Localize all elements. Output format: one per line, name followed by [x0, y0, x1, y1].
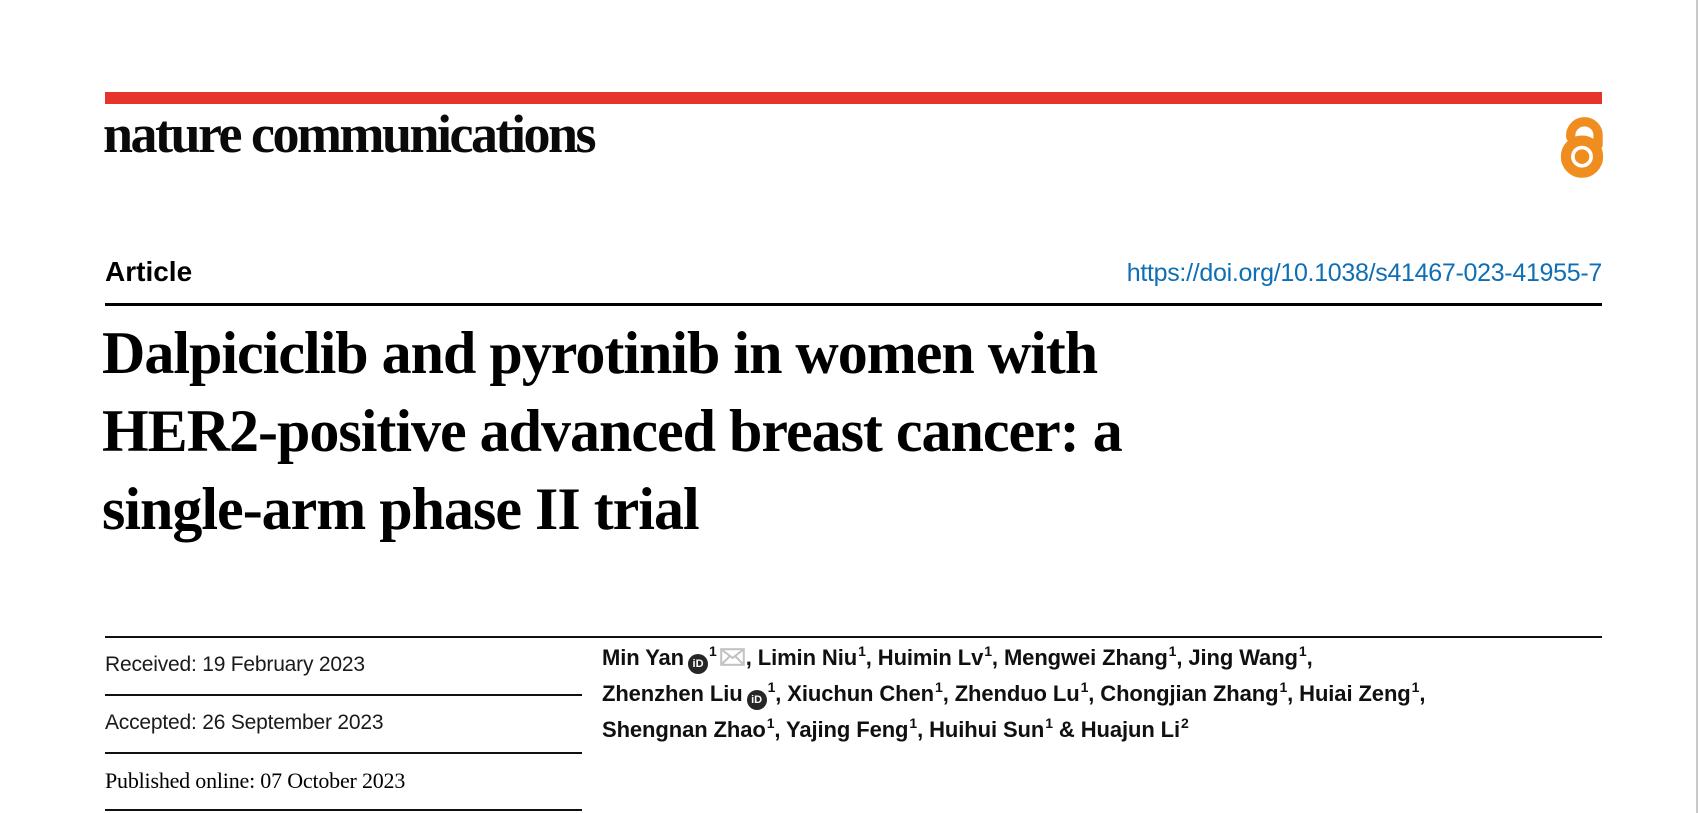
author-separator: , [865, 645, 878, 670]
author-separator: , [1088, 681, 1101, 706]
author-separator: & [1052, 717, 1081, 742]
article-history: Received: 19 February 2023 Accepted: 26 … [105, 638, 582, 811]
history-top-rule [105, 636, 1602, 638]
article-title-line-1: Dalpiciclib and pyrotinib in women with [102, 320, 1098, 386]
email-icon[interactable] [719, 642, 745, 676]
author-name: Shengnan Zhao [602, 717, 766, 742]
author-affiliation-sup: 1 [1168, 643, 1177, 659]
author-affiliation-sup: 1 [766, 715, 775, 731]
author-name: Min Yan [602, 645, 685, 670]
author-separator: , [774, 717, 787, 742]
author-name: Limin Niu [757, 645, 858, 670]
orcid-icon[interactable]: iD [688, 654, 709, 674]
open-access-icon [1560, 117, 1604, 178]
author-affiliation-sup: 1 [767, 679, 776, 695]
author-affiliation-sup: 1 [709, 643, 717, 659]
author-affiliation-sup: 1 [984, 643, 992, 659]
author-affiliation-sup: 1 [935, 679, 943, 695]
published-date: Published online: 07 October 2023 [105, 754, 582, 811]
author-affiliation-sup: 2 [1181, 715, 1189, 731]
article-title-line-2: HER2-positive advanced breast cancer: a [102, 398, 1123, 464]
author-affiliation-sup: 1 [1045, 715, 1053, 731]
author-name: Zhenzhen Liu [602, 681, 743, 706]
author-name: Huimin Lv [877, 645, 984, 670]
author-name: Yajing Feng [786, 717, 909, 742]
article-title: Dalpiciclib and pyrotinib in women with … [102, 314, 1522, 548]
orcid-icon[interactable]: iD [746, 690, 767, 710]
author-name: Mengwei Zhang [1003, 645, 1168, 670]
author-affiliation-sup: 1 [909, 715, 918, 731]
author-separator: , [917, 717, 930, 742]
header-rule [105, 303, 1602, 306]
doi-link[interactable]: https://doi.org/10.1038/s41467-023-41955… [1126, 259, 1603, 287]
journal-logo: nature communications [103, 104, 597, 164]
page-edge-divider [1696, 0, 1698, 813]
author-affiliation-sup: 1 [1298, 643, 1307, 659]
author-affiliation-sup: 1 [1080, 679, 1089, 695]
author-name: Huiai Zeng [1299, 681, 1411, 706]
author-name: Chongjian Zhang [1100, 681, 1279, 706]
received-date: Received: 19 February 2023 [105, 638, 582, 696]
author-separator: , [942, 681, 955, 706]
author-separator: , [1287, 681, 1300, 706]
author-name: Huajun Li [1080, 717, 1181, 742]
author-separator: , [991, 645, 1004, 670]
masthead-accent-bar [105, 92, 1602, 104]
author-name: Huihui Sun [929, 717, 1045, 742]
author-separator: , [1419, 681, 1426, 706]
article-type-label: Article [105, 256, 193, 287]
author-separator: , [745, 645, 758, 670]
author-name: Xiuchun Chen [787, 681, 934, 706]
author-name: Zhenduo Lu [954, 681, 1080, 706]
author-affiliation-sup: 1 [858, 643, 866, 659]
article-type-row: Article https://doi.org/10.1038/s41467-0… [105, 256, 1602, 288]
author-name: Jing Wang [1188, 645, 1298, 670]
author-separator: , [1306, 645, 1313, 670]
author-affiliation-sup: 1 [1411, 679, 1420, 695]
article-title-line-3: single-arm phase II trial [102, 476, 700, 542]
author-affiliation-sup: 1 [1279, 679, 1288, 695]
author-separator: , [1176, 645, 1189, 670]
author-list: Min Yan iD1, Limin Niu1, Huimin Lv1, Meng… [602, 641, 1612, 749]
accepted-date: Accepted: 26 September 2023 [105, 696, 582, 754]
author-separator: , [775, 681, 788, 706]
